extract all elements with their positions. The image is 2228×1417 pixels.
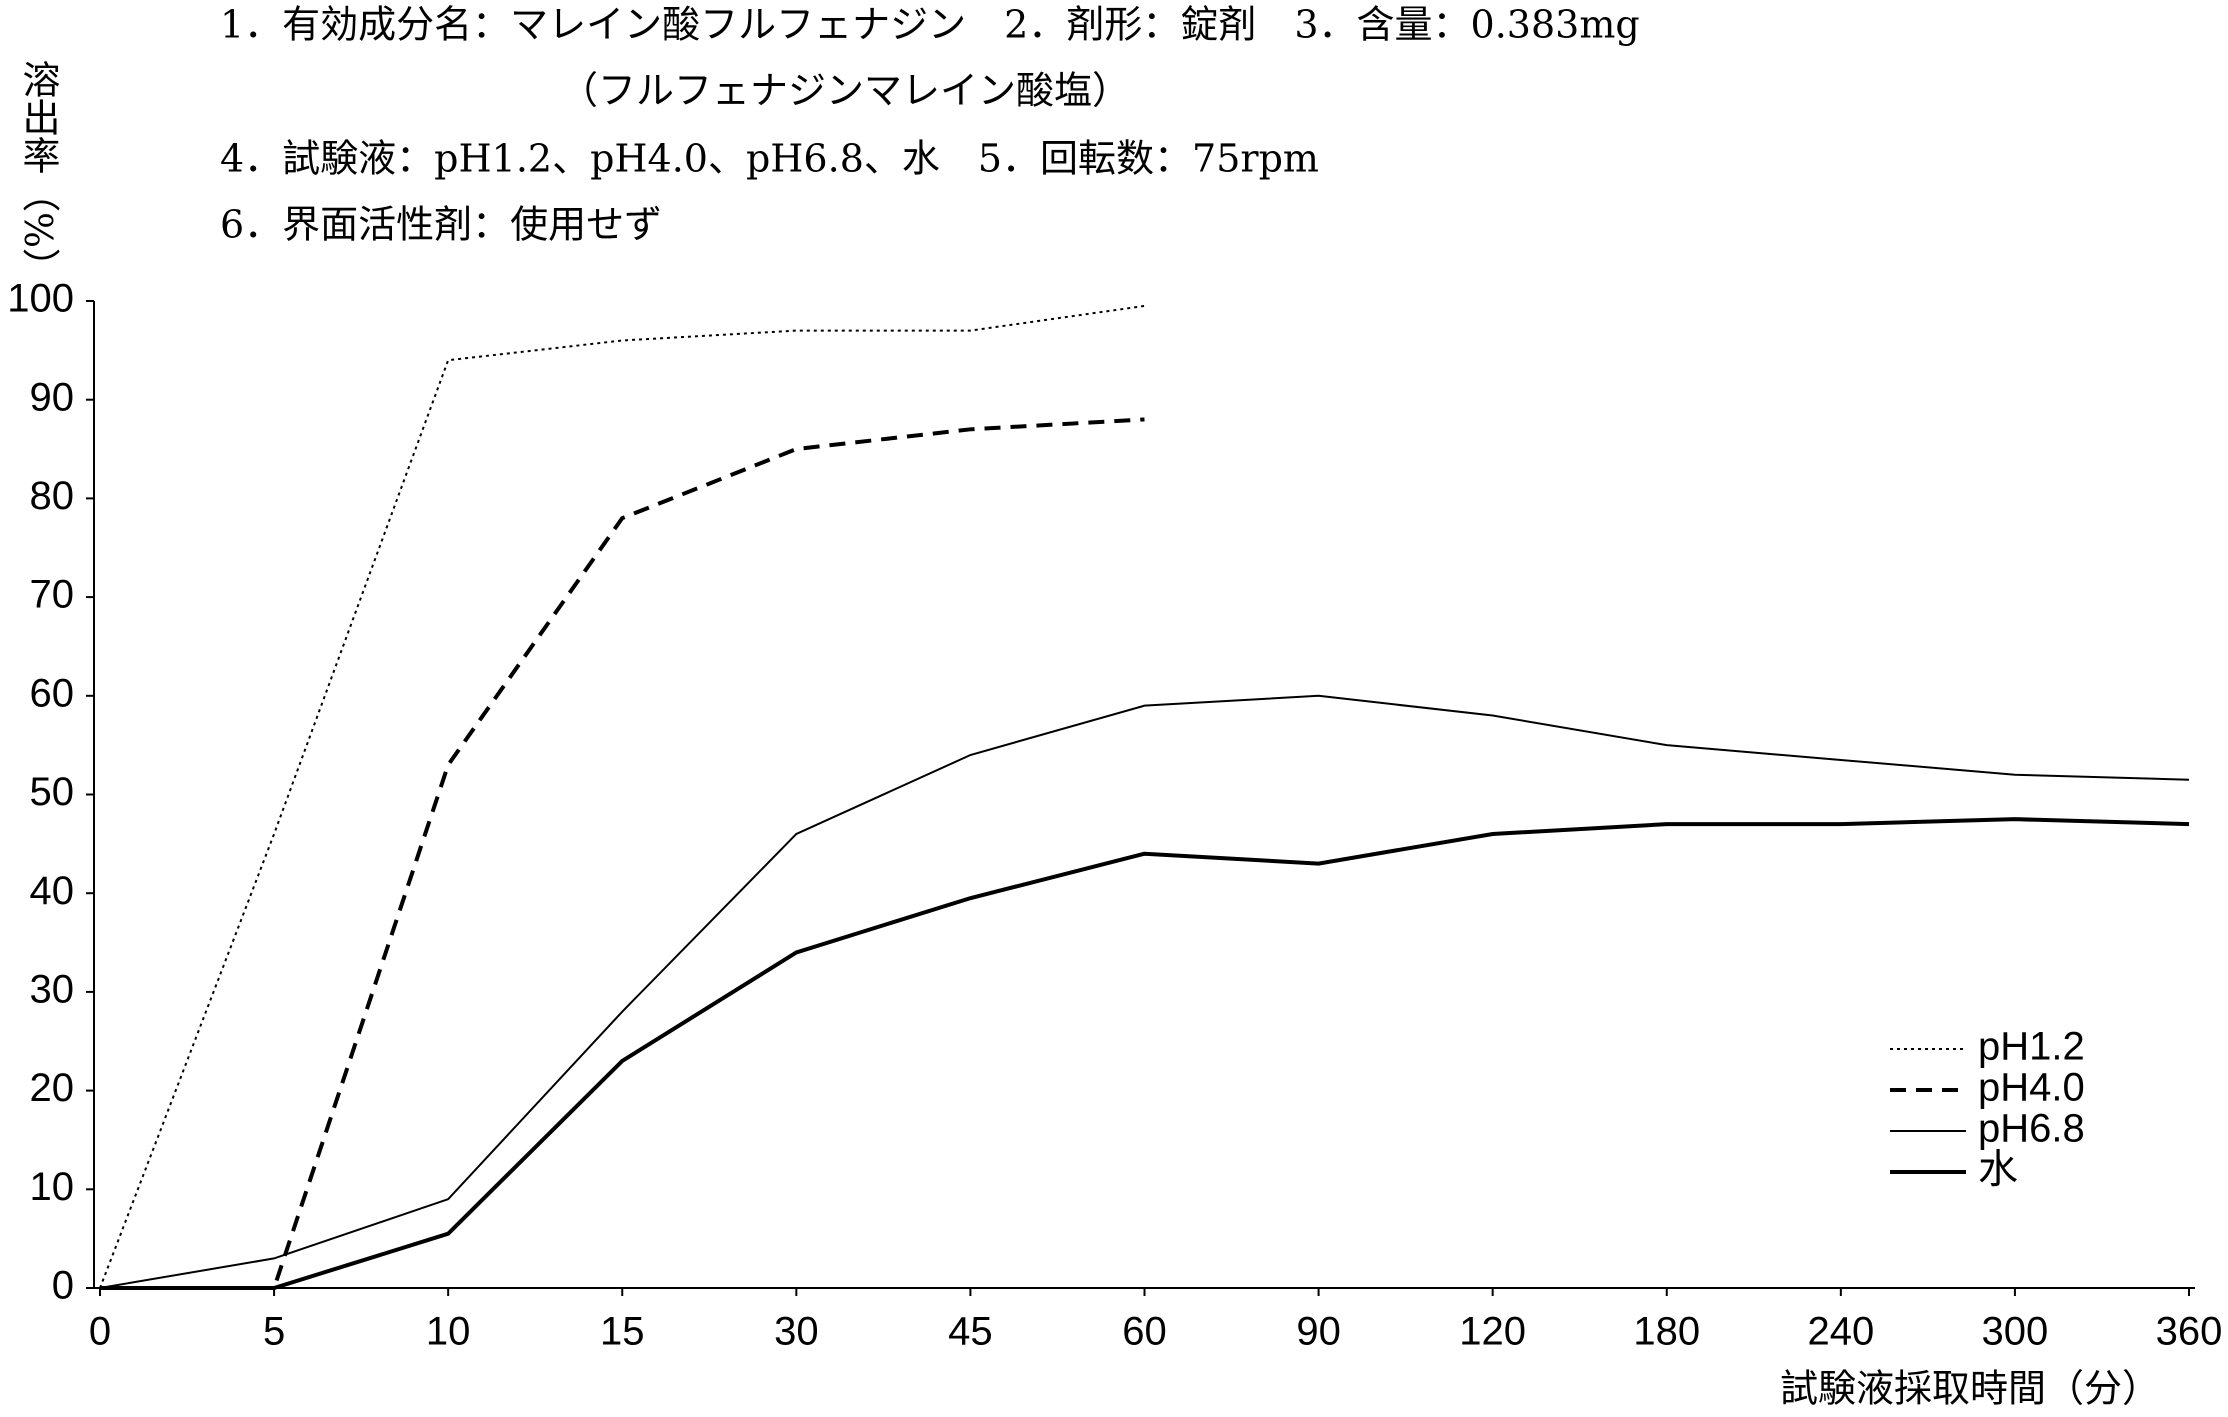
data-line (99, 304, 1145, 1289)
x-tick-label: 240 (1807, 1310, 1874, 1354)
header-line: （フルフェナジンマレイン酸塩） (560, 69, 1130, 113)
x-tick-label: 90 (1296, 1310, 1341, 1354)
x-tick-label: 120 (1459, 1310, 1526, 1354)
y-tick-label: 50 (30, 770, 75, 814)
header-line: 1．有効成分名：マレイン酸フルフェナジン 2．剤形：錠剤 3．含量：0.383m… (220, 3, 1640, 47)
data-line (99, 694, 2190, 1289)
y-tick-label: 80 (30, 474, 75, 518)
y-tick-label: 0 (52, 1264, 74, 1308)
legend-label: pH4.0 (1978, 1066, 2085, 1110)
x-tick-label: 15 (600, 1310, 645, 1354)
header-line: 6．界面活性剤：使用せず (220, 203, 662, 247)
x-tick-label: 300 (1982, 1310, 2049, 1354)
x-tick-label: 60 (1122, 1310, 1167, 1354)
x-tick-label: 180 (1633, 1310, 1700, 1354)
y-tick-label: 10 (30, 1165, 75, 1209)
x-tick-label: 5 (263, 1310, 285, 1354)
y-tick-label: 70 (30, 573, 75, 617)
x-tick-label: 30 (774, 1310, 819, 1354)
y-tick-label: 100 (7, 277, 74, 321)
x-tick-label: 10 (426, 1310, 471, 1354)
x-tick-label: 45 (948, 1310, 993, 1354)
y-axis-label: 溶出率（%） (16, 60, 60, 286)
y-tick-label: 60 (30, 671, 75, 715)
legend-label: pH6.8 (1978, 1107, 2085, 1151)
y-tick-label: 40 (30, 869, 75, 913)
y-tick-label: 20 (30, 1066, 75, 1110)
legend-label: 水 (1978, 1148, 2018, 1192)
y-tick-label: 90 (30, 375, 75, 419)
data-line (100, 817, 2190, 1290)
data-line (100, 417, 1145, 1290)
x-tick-label: 0 (89, 1310, 111, 1354)
legend-label: pH1.2 (1978, 1025, 2085, 1069)
y-tick-label: 30 (30, 967, 75, 1011)
x-tick-label: 360 (2156, 1310, 2223, 1354)
header-line: 4．試験液：pH1.2、pH4.0、pH6.8、水 5．回転数：75rpm (220, 137, 1319, 181)
x-axis-label: 試験液採取時間（分） (1780, 1367, 2160, 1411)
